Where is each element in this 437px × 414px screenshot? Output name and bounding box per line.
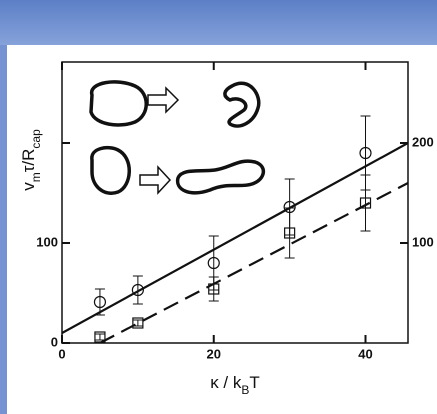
y-tick-label: 0	[51, 334, 58, 349]
marker	[359, 146, 372, 160]
marker	[207, 256, 220, 270]
x-tick-label: 20	[207, 346, 221, 361]
header-bar	[0, 0, 437, 45]
arrow	[139, 165, 172, 195]
subscript: m	[29, 172, 43, 182]
marker	[93, 295, 107, 309]
cell-shape	[89, 80, 148, 127]
marker	[284, 227, 296, 239]
cell-shape	[223, 81, 261, 128]
y2-tick-label: 100	[412, 234, 434, 249]
subscript: cap	[29, 129, 43, 149]
y2-tick-label: 200	[412, 134, 434, 149]
error-bar	[94, 333, 105, 341]
y-axis-label: vmτ/Rcap	[19, 129, 43, 191]
label-part: κ / k	[210, 373, 242, 392]
fit-line	[99, 182, 408, 343]
error-bar	[284, 207, 295, 259]
error-bar	[132, 275, 143, 305]
marker	[132, 317, 144, 329]
x-axis-label: κ / kBT	[210, 373, 260, 397]
marker	[359, 197, 372, 209]
arrow	[147, 86, 180, 114]
fit-line	[62, 142, 408, 334]
plot-frame	[61, 61, 409, 344]
subscript: B	[241, 383, 249, 397]
cell-shape	[175, 159, 265, 195]
marker	[131, 283, 144, 297]
x-tick-label: 40	[358, 346, 372, 361]
label-part: T	[249, 373, 259, 392]
y-tick-label: 100	[36, 234, 58, 249]
error-bar	[208, 276, 219, 302]
error-bar	[360, 174, 371, 232]
label-part: v	[19, 182, 38, 191]
label-part: τ/R	[19, 149, 38, 173]
inset-shapes	[89, 80, 265, 195]
cell-shape	[90, 146, 131, 195]
left-border	[0, 45, 7, 414]
x-tick-label: 0	[58, 346, 65, 361]
